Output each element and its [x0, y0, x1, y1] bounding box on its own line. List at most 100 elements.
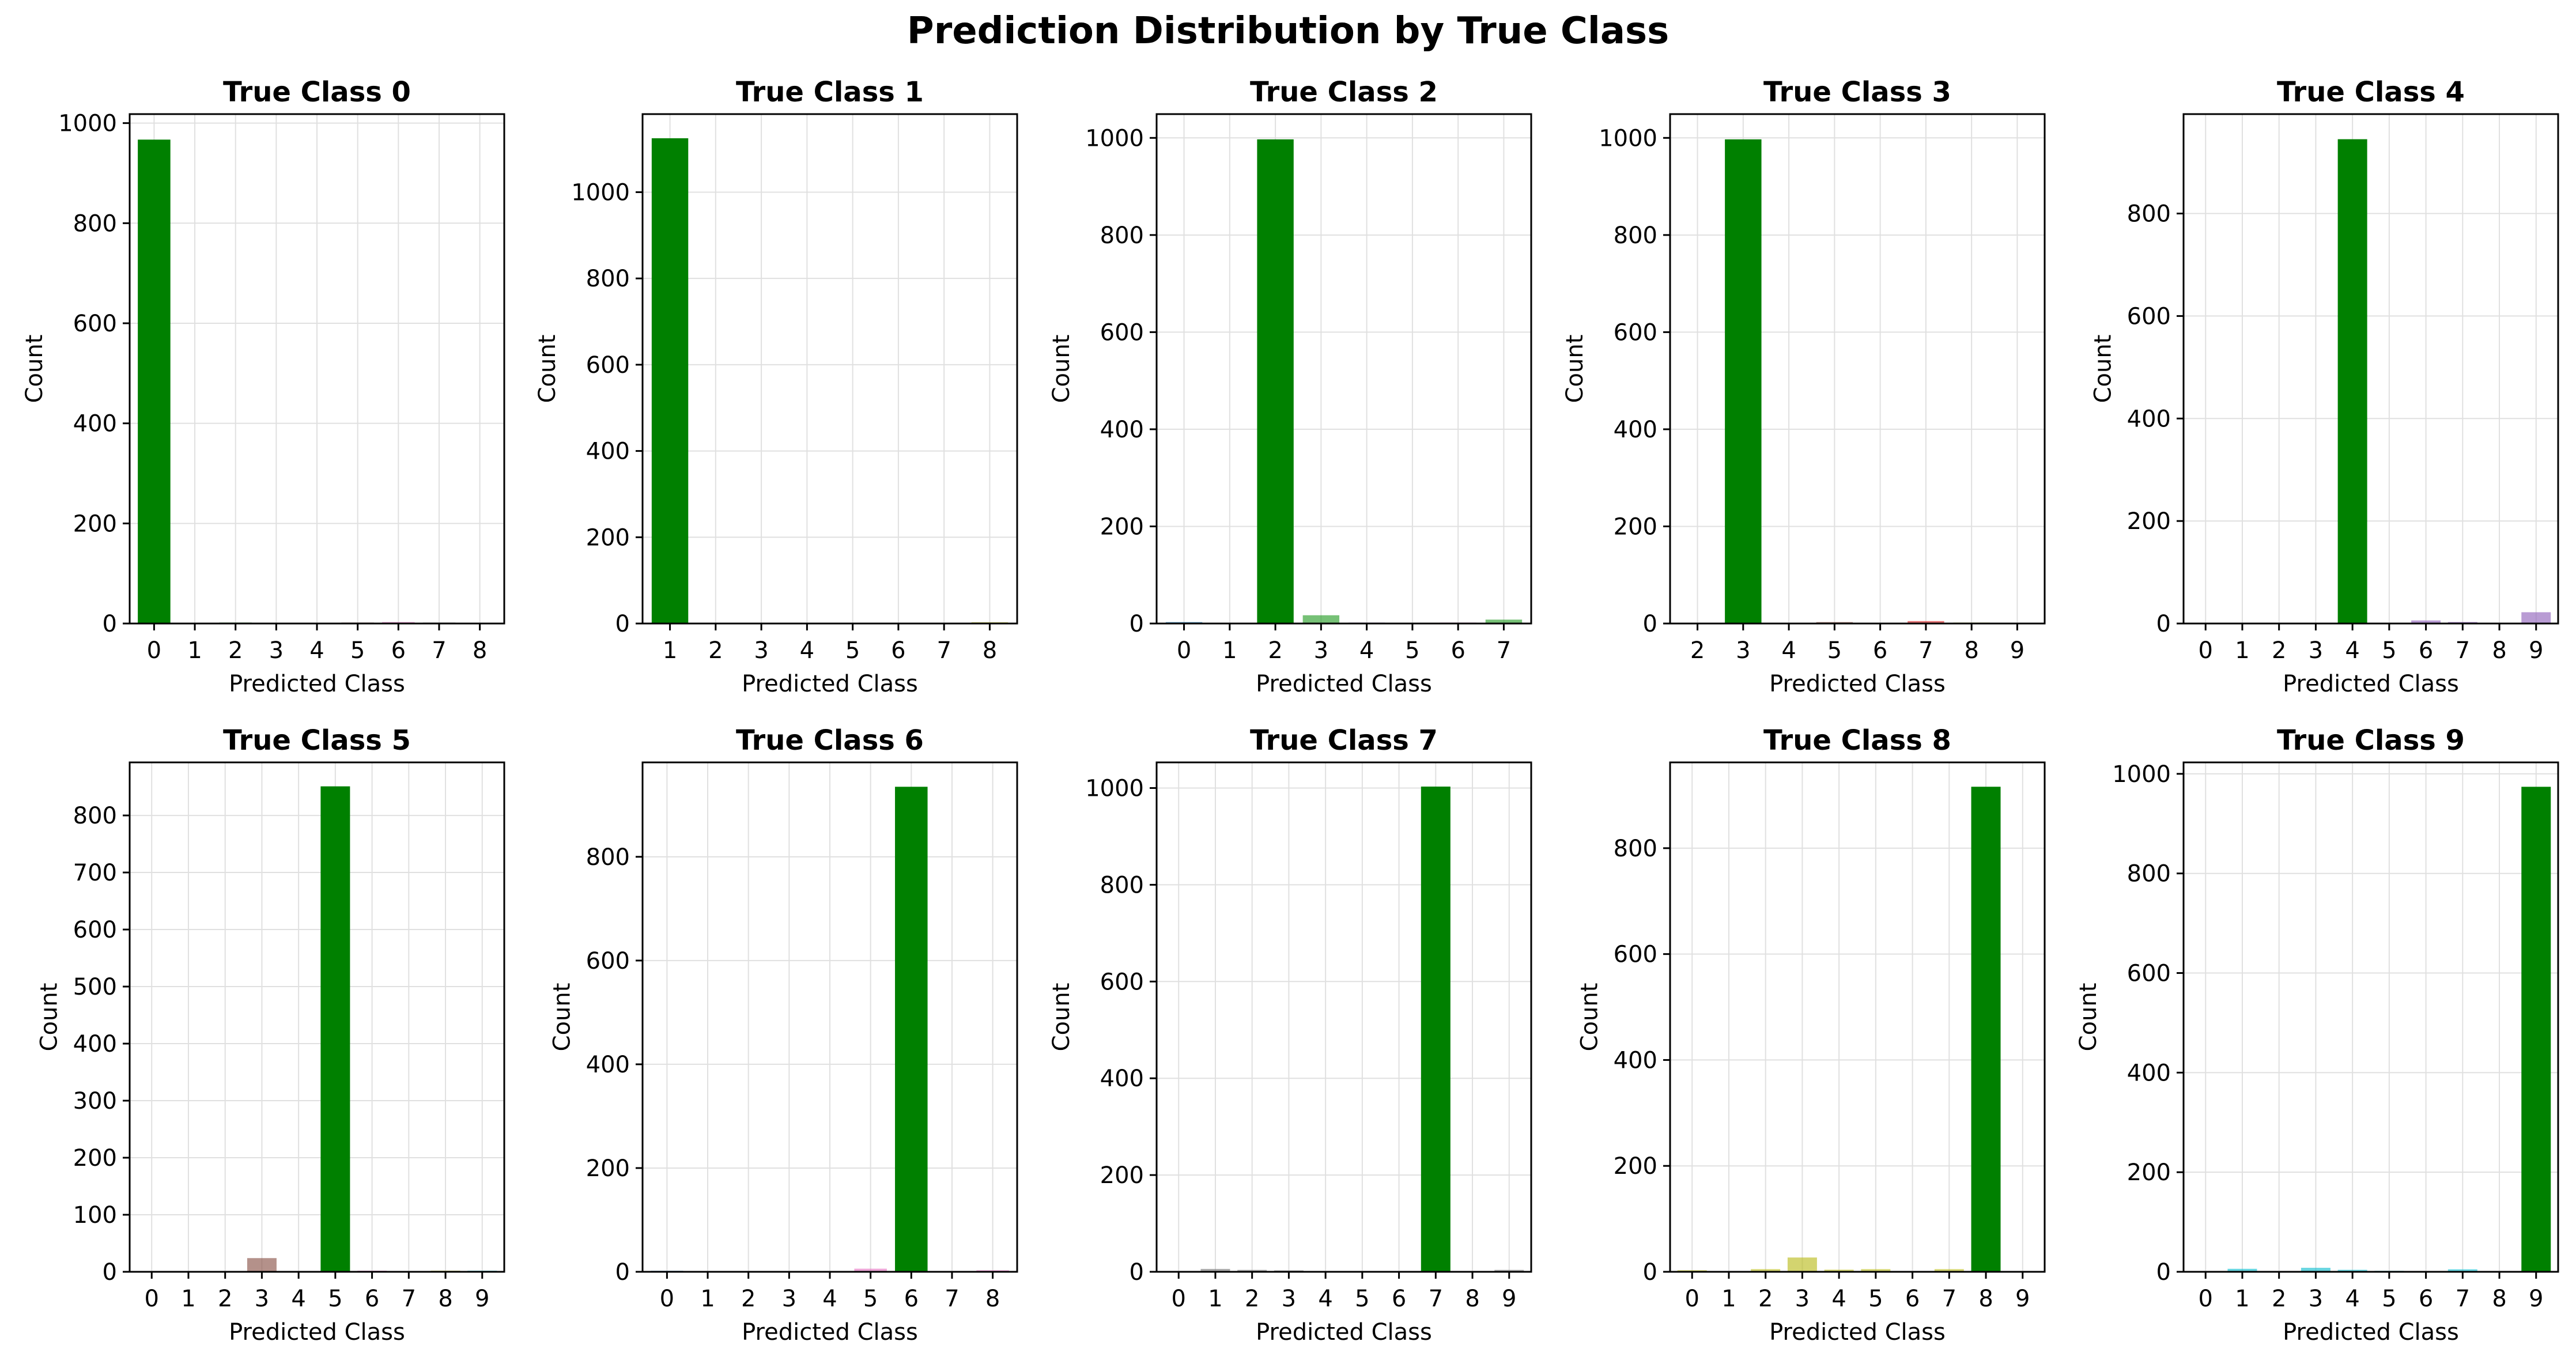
bar-predicted-3: [2301, 1268, 2331, 1272]
y-axis-label: Count: [534, 335, 561, 403]
bar-predicted-7: [1485, 619, 1523, 624]
subplot-title: True Class 1: [736, 76, 924, 108]
x-tick-label: 2: [218, 1286, 232, 1312]
x-axis-label: Predicted Class: [1256, 1319, 1432, 1346]
x-tick-label: 5: [1405, 637, 1419, 664]
y-tick-label: 800: [1100, 222, 1144, 249]
x-tick-label: 2: [708, 637, 723, 664]
y-tick-label: 600: [586, 948, 630, 974]
subplot-title: True Class 3: [1763, 76, 1951, 108]
y-tick-label: 200: [1100, 1162, 1144, 1189]
y-tick-label: 0: [615, 1259, 630, 1286]
y-tick-label: 400: [2127, 406, 2171, 432]
x-tick-label: 7: [432, 637, 446, 664]
y-tick-label: 400: [1100, 417, 1144, 443]
subplot-title: True Class 7: [1250, 724, 1438, 757]
x-tick-label: 6: [904, 1286, 919, 1312]
y-tick-label: 200: [586, 1155, 630, 1182]
axes-frame: [1155, 761, 1532, 1273]
figure-title: Prediction Distribution by True Class: [907, 10, 1669, 52]
y-tick-label: 400: [73, 1031, 117, 1057]
x-tick-label: 7: [402, 1286, 416, 1312]
bar-predicted-7: [1908, 621, 1944, 624]
x-tick-label: 4: [1781, 637, 1796, 664]
y-tick-label: 400: [2127, 1060, 2171, 1086]
subplot-title: True Class 6: [736, 724, 924, 757]
subplot-title: True Class 8: [1763, 724, 1951, 757]
x-tick-label: 1: [1222, 637, 1237, 664]
x-tick-label: 3: [1795, 1286, 1810, 1312]
x-tick-label: 4: [1318, 1286, 1332, 1312]
x-tick-label: 7: [1497, 637, 1511, 664]
y-tick-label: 200: [586, 524, 630, 551]
y-tick-label: 800: [1614, 222, 1657, 249]
y-tick-label: 0: [615, 611, 630, 637]
x-tick-label: 8: [438, 1286, 452, 1312]
x-tick-label: 4: [2345, 637, 2359, 664]
bar-predicted-5: [854, 1268, 887, 1272]
x-tick-label: 7: [2456, 1286, 2470, 1312]
x-tick-label: 5: [328, 1286, 342, 1312]
bar-predicted-5: [320, 786, 350, 1272]
x-tick-label: 7: [1918, 637, 1933, 664]
bar-predicted-9: [2521, 787, 2551, 1272]
x-tick-label: 3: [1282, 1286, 1296, 1312]
x-axis-label: Predicted Class: [742, 671, 918, 697]
y-tick-label: 400: [586, 1052, 630, 1078]
x-tick-label: 1: [1721, 1286, 1736, 1312]
x-tick-label: 5: [2382, 637, 2396, 664]
x-tick-label: 2: [2272, 1286, 2286, 1312]
bar-predicted-3: [247, 1258, 277, 1272]
x-axis-label: Predicted Class: [1769, 671, 1946, 697]
x-tick-label: 6: [1451, 637, 1465, 664]
y-tick-label: 400: [1614, 417, 1657, 443]
x-tick-label: 5: [1827, 637, 1842, 664]
x-tick-label: 6: [891, 637, 905, 664]
x-tick-label: 8: [983, 637, 997, 664]
bar-predicted-1: [651, 138, 689, 624]
bar-predicted-3: [1725, 139, 1762, 624]
x-axis-label: Predicted Class: [1256, 671, 1432, 697]
x-tick-label: 7: [2456, 637, 2470, 664]
x-tick-label: 2: [1268, 637, 1282, 664]
bar-predicted-2: [1751, 1269, 1781, 1272]
bar-predicted-1: [1200, 1268, 1230, 1272]
x-tick-label: 4: [2345, 1286, 2359, 1312]
x-tick-label: 3: [2309, 1286, 2323, 1312]
bar-predicted-4: [2337, 1269, 2367, 1272]
subplot-true-class-5: 0 1 2 3 4 5 6 7 8 90100200300400500600700800True …: [36, 724, 505, 1346]
x-tick-label: 6: [2419, 1286, 2433, 1312]
x-tick-label: 0: [2199, 1286, 2213, 1312]
y-tick-label: 800: [73, 803, 117, 829]
x-tick-label: 7: [1942, 1286, 1956, 1312]
y-tick-label: 200: [73, 511, 117, 537]
y-tick-label: 700: [73, 860, 117, 886]
bar-predicted-7: [2447, 1269, 2477, 1272]
y-tick-label: 0: [103, 611, 117, 637]
bar-predicted-4: [2337, 139, 2367, 624]
x-tick-label: 6: [391, 637, 406, 664]
y-tick-label: 600: [73, 311, 117, 337]
x-tick-label: 4: [309, 637, 324, 664]
x-tick-label: 6: [1392, 1286, 1406, 1312]
y-tick-label: 400: [73, 411, 117, 437]
subplot-true-class-2: 0 1 2 3 4 5 6 7 0 200 400 600 800 1000 True Class 2 Pre…: [1048, 76, 1532, 697]
x-tick-label: 1: [181, 1286, 195, 1312]
x-tick-label: 2: [228, 637, 243, 664]
y-axis-label: Count: [549, 983, 576, 1052]
x-tick-label: 9: [2529, 1286, 2543, 1312]
y-tick-label: 600: [586, 352, 630, 379]
y-tick-label: 100: [73, 1202, 117, 1229]
subplot-title: True Class 5: [223, 724, 411, 757]
x-tick-label: 0: [1172, 1286, 1186, 1312]
y-tick-label: 0: [103, 1259, 117, 1286]
y-tick-label: 800: [2127, 201, 2171, 228]
x-tick-label: 0: [1177, 637, 1191, 664]
bar-predicted-6: [895, 787, 928, 1272]
x-tick-label: 0: [147, 637, 161, 664]
x-tick-label: 3: [2309, 637, 2323, 664]
y-axis-label: Count: [2075, 983, 2102, 1052]
